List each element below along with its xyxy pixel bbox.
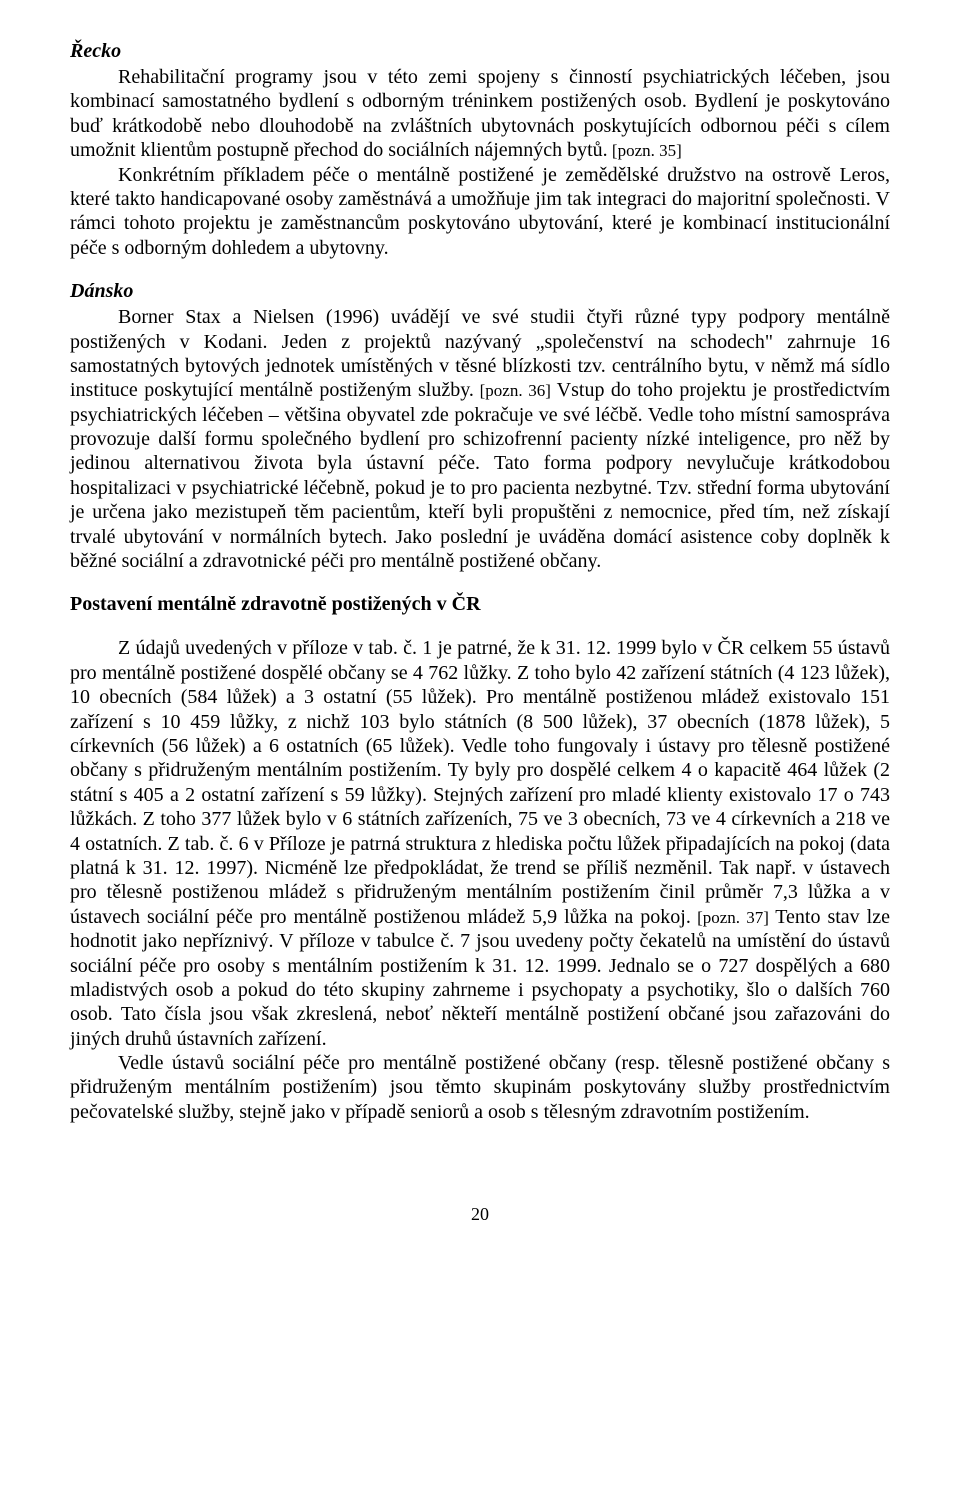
note-36: [pozn. 36] (474, 381, 557, 400)
document-page: Řecko Rehabilitační programy jsou v této… (0, 0, 960, 1265)
paragraph-recko-1: Rehabilitační programy jsou v této zemi … (70, 65, 890, 163)
note-35: [pozn. 35] (608, 141, 682, 160)
text-postaveni-2: Vedle ústavů sociální péče pro mentálně … (70, 1052, 890, 1123)
paragraph-postaveni-1: Z údajů uvedených v příloze v tab. č. 1 … (70, 636, 890, 1051)
paragraph-dansko-1: Borner Stax a Nielsen (1996) uvádějí ve … (70, 305, 890, 573)
paragraph-recko-2: Konkrétním příkladem péče o mentálně pos… (70, 163, 890, 261)
text-dansko-1b: Vstup do toho projektu je prostředictvím… (70, 379, 890, 572)
text-recko-1b: Konkrétním příkladem péče o mentálně pos… (70, 164, 890, 259)
text-postaveni-1a: Z údajů uvedených v příloze v tab. č. 1 … (70, 637, 890, 927)
heading-dansko: Dánsko (70, 280, 890, 303)
paragraph-postaveni-2: Vedle ústavů sociální péče pro mentálně … (70, 1051, 890, 1124)
page-number: 20 (70, 1204, 890, 1225)
heading-recko: Řecko (70, 40, 890, 63)
heading-postaveni: Postavení mentálně zdravotně postižených… (70, 593, 890, 616)
note-37: [pozn. 37] (691, 908, 775, 927)
text-recko-1a: Rehabilitační programy jsou v této zemi … (70, 66, 890, 161)
